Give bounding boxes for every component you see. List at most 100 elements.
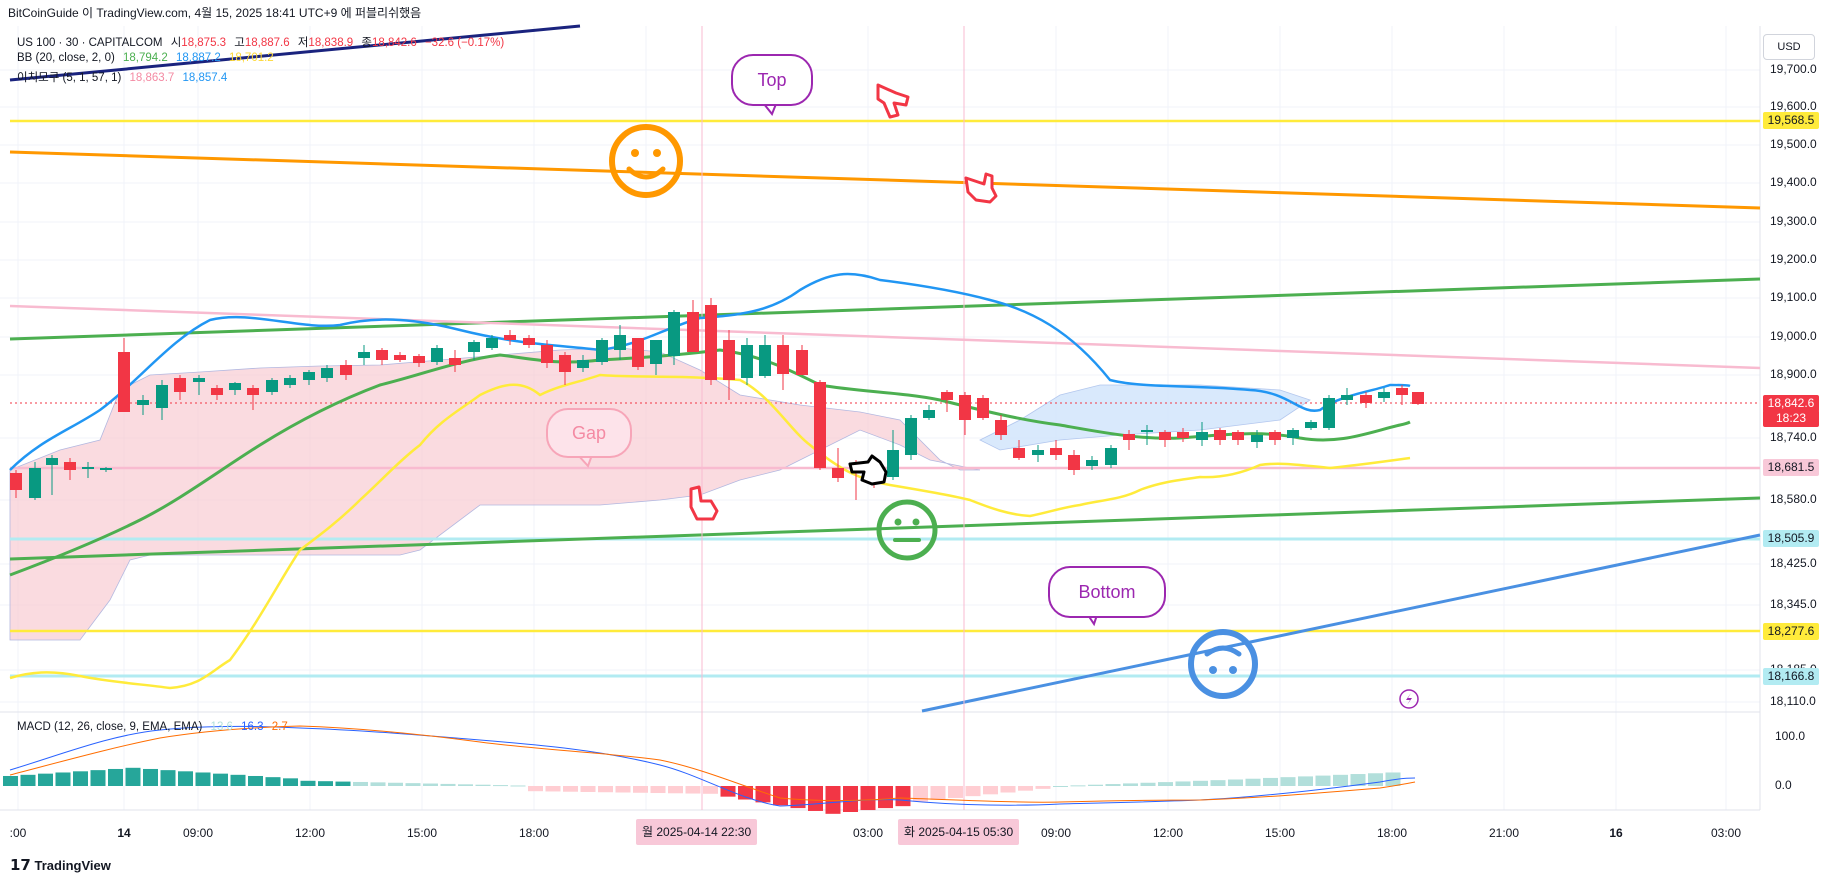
candle-body xyxy=(10,473,22,490)
macd-bar xyxy=(580,786,596,792)
candle-body xyxy=(995,420,1007,435)
candlesticks[interactable] xyxy=(10,298,1424,500)
macd-bar xyxy=(1210,780,1226,786)
macd-bar xyxy=(178,771,193,786)
ichimoku-legend[interactable]: 이치모쿠 (5, 1, 57, 1) 18,863.7 18,857.4 xyxy=(17,69,232,85)
candle-body xyxy=(1232,432,1244,440)
ichimoku-cloud xyxy=(9,347,981,641)
candle-body xyxy=(759,345,771,376)
candle-body xyxy=(1105,448,1117,465)
macd-bar xyxy=(20,774,36,786)
top-annotation[interactable]: Top xyxy=(731,54,813,106)
candle-body xyxy=(723,340,735,380)
macd-bar xyxy=(160,770,176,786)
low-value: 18,838.9 xyxy=(308,37,354,49)
trendline-navy[interactable] xyxy=(9,24,581,82)
macd-legend[interactable]: MACD (12, 26, close, 9, EMA, EMA) 13.6 1… xyxy=(17,721,293,733)
macd-tick: 100.0 xyxy=(1775,729,1806,743)
candle-body xyxy=(1123,434,1135,440)
price-label: 18:23 xyxy=(1763,410,1819,427)
macd-bar xyxy=(633,786,648,793)
time-crosshair-badge-1: 월 2025-04-14 22:30 xyxy=(636,819,758,845)
candle-body xyxy=(1305,422,1317,428)
macd-bar xyxy=(108,768,123,786)
publisher-header: BitCoinGuide 이 TradingView.com, 4월 15, 2… xyxy=(8,6,422,20)
macd-bar xyxy=(55,772,71,786)
trendline-blue[interactable] xyxy=(921,533,1761,713)
price-tick: 18,580.0 xyxy=(1770,492,1817,506)
macd-bar xyxy=(1368,773,1383,786)
macd-bar xyxy=(1350,774,1366,786)
candle-body xyxy=(211,388,223,395)
candle-body xyxy=(887,450,899,477)
price-tick: 18,425.0 xyxy=(1770,556,1817,570)
gap-annotation[interactable]: Gap xyxy=(546,408,632,458)
candle-body xyxy=(1287,430,1299,438)
tradingview-logo[interactable]: 𝟭𝟳 TradingView xyxy=(10,856,111,874)
time-crosshair-badge-2: 화 2025-04-15 05:30 xyxy=(898,819,1020,845)
macd-bar xyxy=(1158,782,1173,786)
tradingview-mark-icon: 𝟭𝟳 xyxy=(10,857,31,874)
symbol-legend[interactable]: US 100 · 30 · CAPITALCOM 시18,875.3 고18,8… xyxy=(17,34,509,50)
candle-body xyxy=(431,348,443,362)
macd-bar xyxy=(318,781,333,786)
bottom-annotation[interactable]: Bottom xyxy=(1048,566,1166,618)
candle-body xyxy=(668,312,680,356)
time-tick: 15:00 xyxy=(1264,826,1296,840)
trendline-green-upper[interactable] xyxy=(9,277,1761,341)
candle-body xyxy=(174,378,186,392)
macd-histogram xyxy=(3,767,1401,814)
macd-bar xyxy=(983,786,998,795)
macd-bar xyxy=(248,775,263,786)
candle-body xyxy=(1214,430,1226,440)
macd-bar xyxy=(598,786,613,793)
trendline-pink[interactable] xyxy=(9,304,1761,370)
candle-body xyxy=(284,378,296,385)
price-tick: 19,400.0 xyxy=(1770,175,1817,189)
currency-button[interactable]: USD xyxy=(1763,34,1815,60)
chart-grid xyxy=(0,26,1760,810)
bb-label: BB (20, close, 2, 0) xyxy=(17,52,115,64)
trendline-orange[interactable] xyxy=(9,150,1761,210)
macd-bar xyxy=(1053,786,1068,787)
candle-body xyxy=(303,372,315,380)
macd-bar xyxy=(703,786,718,794)
macd-bar xyxy=(878,786,893,809)
bb-legend[interactable]: BB (20, close, 2, 0) 18,794.2 18,887.2 1… xyxy=(17,52,279,64)
candle-body xyxy=(905,418,917,455)
candle-body xyxy=(1013,448,1025,458)
macd-bar xyxy=(650,786,666,794)
symbol-name[interactable]: US 100 · 30 · CAPITALCOM xyxy=(17,37,163,49)
macd-bar xyxy=(1385,772,1401,786)
macd-bar xyxy=(300,780,316,786)
time-tick: 18:00 xyxy=(1376,826,1408,840)
candle-body xyxy=(577,360,589,368)
macd-bar xyxy=(405,783,421,786)
price-tick: 19,700.0 xyxy=(1770,62,1817,76)
macd-bar xyxy=(1018,786,1033,791)
ichimoku-label: 이치모쿠 (5, 1, 57, 1) xyxy=(17,72,122,84)
candle-body xyxy=(1032,450,1044,455)
macd-bar xyxy=(965,786,981,797)
macd-bar xyxy=(685,786,701,794)
candle-body xyxy=(523,338,535,345)
candle-body xyxy=(1141,430,1153,432)
candle-body xyxy=(449,358,461,365)
high-value: 18,887.6 xyxy=(244,37,290,49)
candle-body xyxy=(376,350,388,360)
price-tick: 19,300.0 xyxy=(1770,214,1817,228)
macd-bar xyxy=(353,781,368,786)
time-tick: 03:00 xyxy=(852,826,884,840)
macd-bar xyxy=(493,785,508,787)
candle-body xyxy=(1196,432,1208,440)
macd-bar xyxy=(1298,776,1313,786)
lightning-icon[interactable] xyxy=(1399,689,1419,709)
candle-body xyxy=(977,398,989,418)
price-label: 18,277.6 xyxy=(1763,623,1819,640)
time-tick: 14 xyxy=(117,826,131,840)
change-value: −32.6 (−0.17%) xyxy=(424,37,505,49)
price-tick: 18,740.0 xyxy=(1770,430,1817,444)
macd-bar xyxy=(1088,784,1103,786)
macd-bar xyxy=(73,771,88,786)
